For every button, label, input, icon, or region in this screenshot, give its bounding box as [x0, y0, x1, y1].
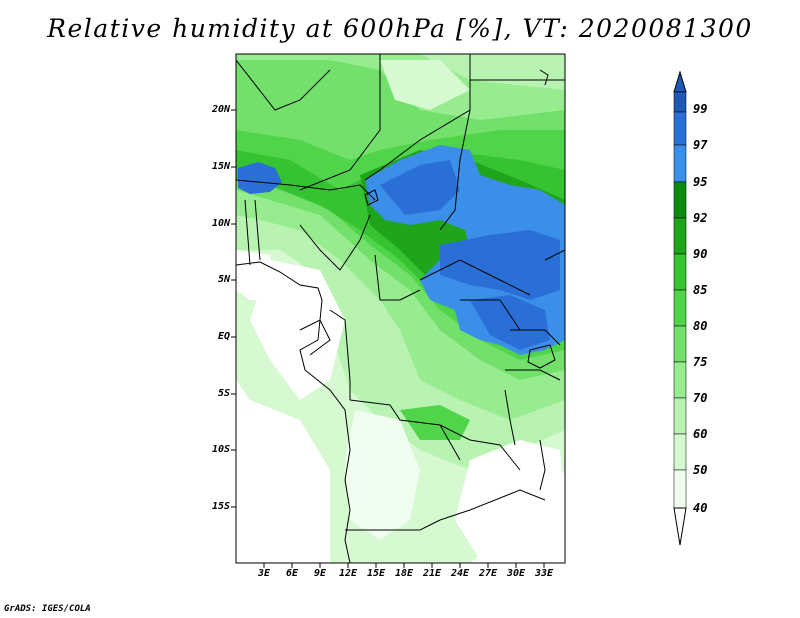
lat-label-10s: 10S [211, 444, 230, 455]
country-borders [236, 54, 565, 531]
humidity-field [236, 54, 565, 563]
map-frame [235, 53, 566, 564]
colorbar-seg-50 [673, 433, 687, 471]
lon-label-21e: 21E [422, 568, 442, 579]
colorbar-label-90: 90 [693, 247, 708, 261]
colorbar-label-80: 80 [693, 319, 708, 333]
colorbar-seg-90 [673, 217, 687, 255]
border-chad-sudan [439, 109, 471, 231]
rh-region-97-c [470, 295, 550, 350]
colorbar-seg-97 [673, 111, 687, 146]
colorbar-label-85: 85 [693, 283, 708, 297]
rh-region-97 [380, 160, 460, 215]
border-niger-nigeria [236, 179, 376, 201]
lake-tanganyika [504, 389, 516, 446]
lon-label-6e: 6E [285, 568, 299, 579]
border-algeria-libya [299, 54, 381, 191]
lat-label-15s: 15S [211, 501, 230, 512]
lat-label-5n: 5N [217, 274, 230, 285]
colorbar-label-40: 40 [693, 501, 708, 515]
colorbar-seg-85 [673, 253, 687, 291]
lat-label-20n: 20N [211, 104, 230, 115]
coastline-west-africa [236, 261, 351, 563]
lon-label-33e: 33E [534, 568, 554, 579]
colorbar-seg-80 [673, 289, 687, 327]
rh-region-40-d [236, 250, 275, 300]
border-drc-angola [349, 399, 461, 461]
axis-ticks [231, 109, 545, 568]
colorbar-label-92: 92 [693, 211, 708, 225]
border-tanzania [505, 369, 561, 381]
lon-label-15e: 15E [366, 568, 386, 579]
border-south-sudan-drc [460, 299, 521, 331]
lat-label-5s: 5S [217, 388, 230, 399]
colorbar-label-99: 99 [693, 102, 708, 116]
lon-label-24e: 24E [450, 568, 470, 579]
colorbar-label-97: 97 [693, 138, 708, 152]
colorbar-label-50: 50 [693, 463, 708, 477]
colorbar-seg-99 [673, 91, 687, 113]
colorbar-seg-92 [673, 181, 687, 219]
lon-label-9e: 9E [313, 568, 327, 579]
rh-region-40-north [380, 60, 470, 110]
colorbar [673, 70, 687, 546]
border-togo [244, 199, 251, 266]
coastline-east [539, 69, 549, 86]
rh-region-40-c [455, 440, 565, 560]
chart-title: Relative humidity at 600hPa [%], VT: 202… [47, 14, 753, 43]
border-congo [329, 309, 351, 400]
lat-label-eq: EQ [217, 331, 230, 342]
rh-region-40-b [345, 410, 420, 540]
border-cameroon-car [374, 254, 421, 301]
colorbar-bottom-triangle [673, 507, 687, 546]
lon-label-18e: 18E [394, 568, 414, 579]
lake-victoria [527, 344, 556, 369]
colorbar-seg-75 [673, 325, 687, 363]
lakes [364, 189, 556, 491]
border-east [544, 249, 565, 261]
border-gabon [299, 319, 331, 356]
lat-label-10n: 10N [211, 218, 230, 229]
border-car-sudan [419, 259, 531, 296]
lake-malawi [539, 439, 546, 491]
lon-label-27e: 27E [478, 568, 498, 579]
border-benin [254, 199, 261, 261]
colorbar-seg-60 [673, 397, 687, 435]
rh-region-97-b [440, 230, 560, 300]
colorbar-label-70: 70 [693, 391, 708, 405]
lon-label-12e: 12E [338, 568, 358, 579]
colorbar-seg-70 [673, 361, 687, 399]
colorbar-top-triangle [673, 70, 687, 93]
colorbar-label-75: 75 [693, 355, 708, 369]
colorbar-seg-95 [673, 144, 687, 183]
lake-chad [364, 189, 379, 206]
rh-region-95-west [238, 162, 282, 194]
lon-label-3e: 3E [257, 568, 271, 579]
colorbar-label-60: 60 [693, 427, 708, 441]
border-angola-namibia [345, 519, 441, 531]
border-drc-zambia [439, 424, 521, 471]
lon-label-30e: 30E [506, 568, 526, 579]
border-mali-niger [236, 59, 331, 111]
colorbar-label-95: 95 [693, 175, 708, 189]
grads-credit: GrADS: IGES/COLA [4, 604, 91, 614]
border-zambia-south [439, 489, 546, 521]
border-nigeria-cameroon [299, 214, 371, 271]
colorbar-seg-40 [673, 469, 687, 509]
border-uganda [510, 329, 561, 346]
border-niger-chad [364, 54, 471, 181]
lat-label-15n: 15N [211, 161, 230, 172]
